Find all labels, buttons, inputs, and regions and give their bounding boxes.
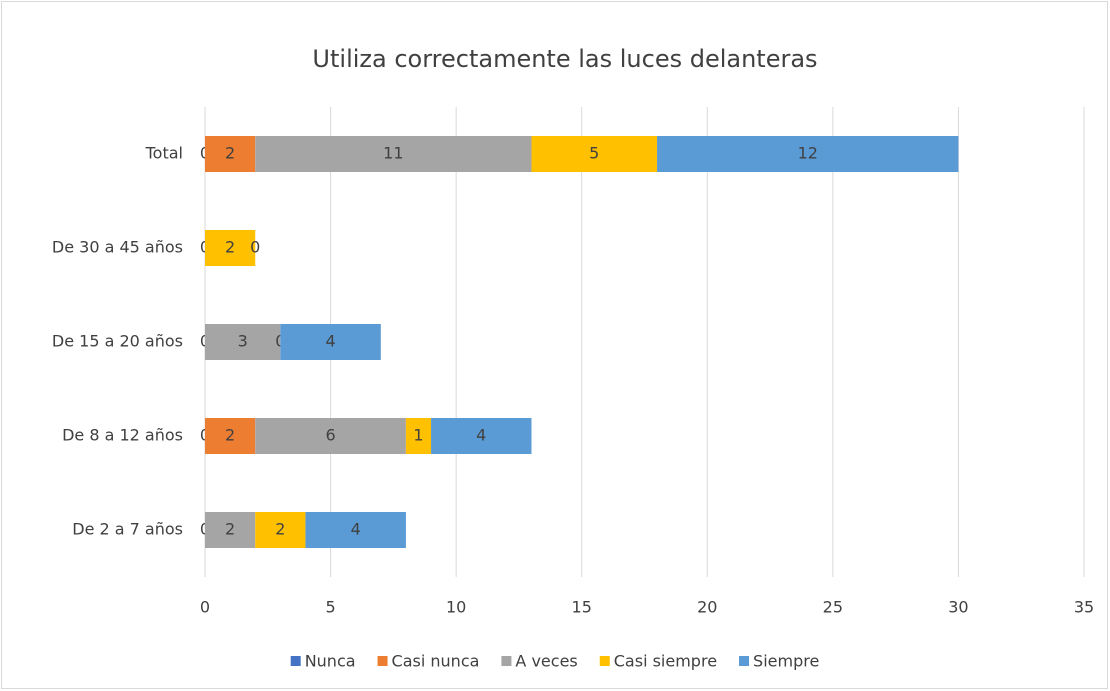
x-tick-label: 15: [572, 598, 592, 617]
bar-segment: [205, 230, 256, 266]
y-tick-label: De 15 a 20 años: [52, 332, 183, 351]
y-tick-label: De 8 a 12 años: [62, 426, 183, 445]
data-label: 2: [275, 520, 285, 539]
data-label: 2: [225, 144, 235, 163]
bar-segment: [657, 136, 959, 172]
chart-title: Utiliza correctamente las luces delanter…: [312, 45, 817, 73]
x-tick-label: 30: [948, 598, 968, 617]
legend-label: Casi siempre: [614, 652, 717, 671]
y-tick-label: De 2 a 7 años: [72, 520, 183, 539]
data-label: 2: [225, 520, 235, 539]
x-tick-label: 25: [823, 598, 843, 617]
bar-segment: [205, 418, 256, 454]
data-label: 0: [250, 238, 260, 257]
data-label: 6: [325, 426, 335, 445]
legend-swatch: [501, 656, 512, 666]
legend-label: Nunca: [305, 652, 356, 671]
bar-segment: [205, 136, 256, 172]
data-label: 5: [589, 144, 599, 163]
data-label: 4: [351, 520, 361, 539]
data-label: 2: [225, 238, 235, 257]
bar-segment: [305, 512, 406, 548]
legend-label: Siempre: [753, 652, 819, 671]
legend-swatch: [290, 656, 301, 666]
legend-swatch: [377, 656, 388, 666]
bar-segment: [255, 512, 306, 548]
data-label: 2: [225, 426, 235, 445]
bar-segment: [205, 512, 256, 548]
bar-segment: [255, 418, 406, 454]
data-label: 4: [476, 426, 486, 445]
x-tick-label: 20: [697, 598, 717, 617]
legend-label: Casi nunca: [392, 652, 480, 671]
x-tick-label: 10: [446, 598, 466, 617]
data-label: 1: [413, 426, 423, 445]
bar-segment: [531, 136, 658, 172]
x-tick-label: 0: [200, 598, 210, 617]
data-label: 12: [798, 144, 818, 163]
data-label: 3: [238, 332, 248, 351]
legend-swatch: [739, 656, 750, 666]
x-tick-label: 5: [325, 598, 335, 617]
bar-segment: [205, 324, 281, 360]
x-tick-label: 35: [1074, 598, 1094, 617]
legend-label: A veces: [515, 652, 577, 671]
bar-segment: [255, 136, 532, 172]
bar-segment: [405, 418, 432, 454]
bar-segment: [431, 418, 532, 454]
y-tick-label: De 30 a 45 años: [52, 238, 183, 257]
legend-swatch: [599, 656, 610, 666]
data-label: 4: [325, 332, 335, 351]
bar-segment: [280, 324, 381, 360]
y-tick-label: Total: [145, 144, 183, 163]
data-label: 11: [383, 144, 403, 163]
